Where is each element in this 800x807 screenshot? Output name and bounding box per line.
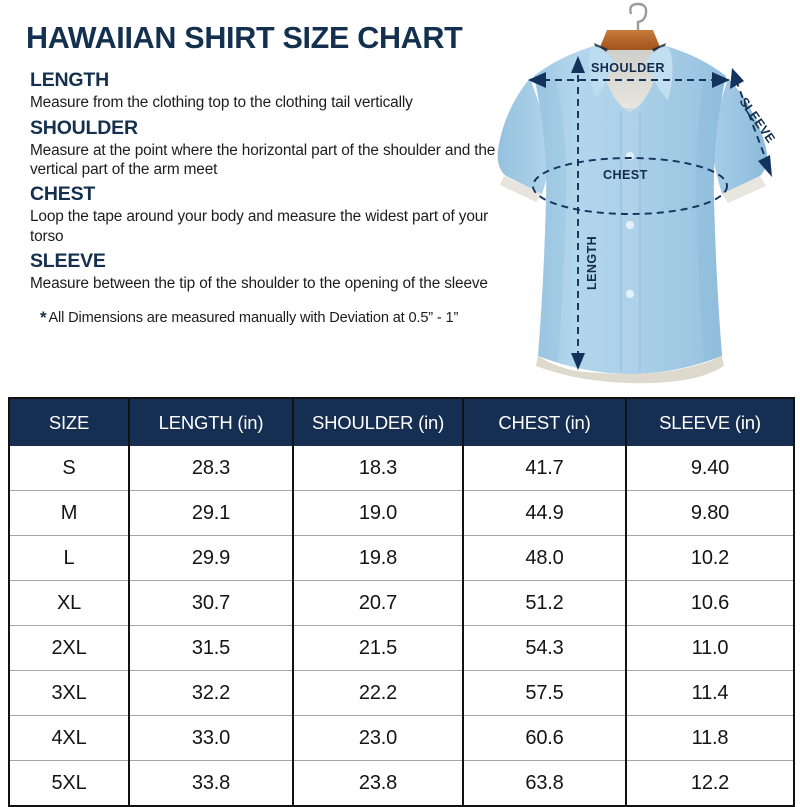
cell-shoulder: 23.8	[293, 760, 464, 806]
cell-shoulder: 19.8	[293, 535, 464, 581]
column-header-length: LENGTH (in)	[129, 398, 294, 446]
cell-sleeve: 11.0	[626, 625, 794, 671]
asterisk-icon: *	[40, 307, 47, 327]
shoulder-annotation-label: SHOULDER	[591, 61, 665, 75]
measurement-term-chest: CHEST	[30, 183, 96, 206]
table-row: 5XL 33.8 23.8 63.8 12.2	[9, 760, 794, 806]
column-header-chest: CHEST (in)	[463, 398, 627, 446]
measurement-sleeve: SLEEVE Measure between the tip of the sh…	[30, 249, 496, 293]
sleeve-arrow-top-icon	[730, 68, 744, 89]
measurement-term-sleeve: SLEEVE	[30, 250, 106, 273]
cell-sleeve: 9.40	[626, 446, 794, 491]
cell-sleeve: 10.2	[626, 535, 794, 581]
cell-sleeve: 11.4	[626, 670, 794, 716]
cell-length: 31.5	[129, 625, 294, 671]
cell-shoulder: 21.5	[293, 625, 464, 671]
cell-size: 3XL	[9, 670, 130, 716]
footnote-text: All Dimensions are measured manually wit…	[48, 309, 459, 326]
length-arrow-bottom-icon	[571, 353, 585, 370]
shirt-illustration: SHOULDER CHEST SLEEVE LENGTH	[490, 0, 800, 392]
deviation-footnote: * All Dimensions are measured manually wi…	[40, 308, 496, 328]
table-row: XL 30.7 20.7 51.2 10.6	[9, 580, 794, 626]
cell-length: 29.9	[129, 535, 294, 581]
shoulder-arrow-right-icon	[712, 72, 730, 88]
size-table-container: SIZE LENGTH (in) SHOULDER (in) CHEST (in…	[8, 397, 795, 807]
cell-sleeve: 11.8	[626, 715, 794, 761]
cell-length: 33.0	[129, 715, 294, 761]
chest-annotation-label: CHEST	[603, 168, 648, 182]
measurement-guides	[532, 63, 769, 358]
cell-size: L	[9, 535, 130, 581]
column-header-shoulder: SHOULDER (in)	[293, 398, 464, 446]
cell-chest: 57.5	[463, 670, 627, 716]
shirt-button	[625, 289, 635, 299]
cell-chest: 51.2	[463, 580, 627, 626]
measurement-desc-length: Measure from the clothing top to the clo…	[30, 94, 413, 112]
size-table: SIZE LENGTH (in) SHOULDER (in) CHEST (in…	[8, 397, 795, 807]
table-row: 4XL 33.0 23.0 60.6 11.8	[9, 715, 794, 761]
cell-size: 5XL	[9, 760, 130, 806]
cell-shoulder: 23.0	[293, 715, 464, 761]
shoulder-arrow-left-icon	[528, 72, 546, 88]
table-row: S 28.3 18.3 41.7 9.40	[9, 446, 794, 491]
cell-size: 4XL	[9, 715, 130, 761]
measurement-shoulder: SHOULDER Measure at the point where the …	[30, 116, 496, 180]
cell-sleeve: 9.80	[626, 490, 794, 536]
shirt-button	[625, 220, 635, 230]
page-title: HAWAIIAN SHIRT SIZE CHART	[26, 21, 463, 55]
column-header-sleeve: SLEEVE (in)	[626, 398, 794, 446]
cell-chest: 41.7	[463, 446, 627, 491]
measurement-chest: CHEST Loop the tape around your body and…	[30, 182, 496, 246]
guide-arrowheads	[528, 56, 772, 370]
shirt-graphic	[497, 2, 772, 384]
cell-chest: 44.9	[463, 490, 627, 536]
measurement-desc-shoulder: Measure at the point where the horizonta…	[30, 141, 496, 179]
cell-sleeve: 10.6	[626, 580, 794, 626]
table-row: 2XL 31.5 21.5 54.3 11.0	[9, 625, 794, 671]
cell-size: S	[9, 446, 130, 491]
info-panel: HAWAIIAN SHIRT SIZE CHART LENGTH Measure…	[26, 22, 496, 328]
table-row: M 29.1 19.0 44.9 9.80	[9, 490, 794, 536]
cell-sleeve: 12.2	[626, 760, 794, 806]
hanger-hook-icon	[629, 2, 648, 30]
cell-shoulder: 20.7	[293, 580, 464, 626]
length-annotation-label: LENGTH	[585, 235, 599, 290]
measurement-desc-chest: Loop the tape around your body and measu…	[30, 208, 489, 245]
cell-chest: 48.0	[463, 535, 627, 581]
cell-chest: 54.3	[463, 625, 627, 671]
sleeve-arrow-bottom-icon	[758, 155, 772, 177]
shirt-right-sleeve	[710, 78, 768, 194]
column-header-size: SIZE	[9, 398, 130, 446]
cell-length: 29.1	[129, 490, 294, 536]
measurement-term-length: LENGTH	[30, 69, 109, 92]
table-row: 3XL 32.2 22.2 57.5 11.4	[9, 670, 794, 716]
cell-shoulder: 19.0	[293, 490, 464, 536]
chest-guide-ellipse	[532, 157, 728, 215]
table-header-row: SIZE LENGTH (in) SHOULDER (in) CHEST (in…	[9, 398, 794, 446]
measurement-term-shoulder: SHOULDER	[30, 116, 138, 139]
cell-length: 28.3	[129, 446, 294, 491]
sleeve-guide-line	[735, 79, 769, 166]
cell-size: M	[9, 490, 130, 536]
table-row: L 29.9 19.8 48.0 10.2	[9, 535, 794, 581]
measurement-length: LENGTH Measure from the clothing top to …	[30, 68, 496, 112]
cell-shoulder: 22.2	[293, 670, 464, 716]
measurement-desc-sleeve: Measure between the tip of the shoulder …	[30, 275, 488, 293]
cell-shoulder: 18.3	[293, 446, 464, 491]
cell-size: XL	[9, 580, 130, 626]
cell-length: 32.2	[129, 670, 294, 716]
cell-length: 30.7	[129, 580, 294, 626]
shirt-hem-lining	[536, 356, 724, 384]
cell-chest: 63.8	[463, 760, 627, 806]
length-arrow-top-icon	[571, 56, 585, 73]
cell-chest: 60.6	[463, 715, 627, 761]
cell-size: 2XL	[9, 625, 130, 671]
cell-length: 33.8	[129, 760, 294, 806]
shirt-left-sleeve	[497, 78, 552, 194]
